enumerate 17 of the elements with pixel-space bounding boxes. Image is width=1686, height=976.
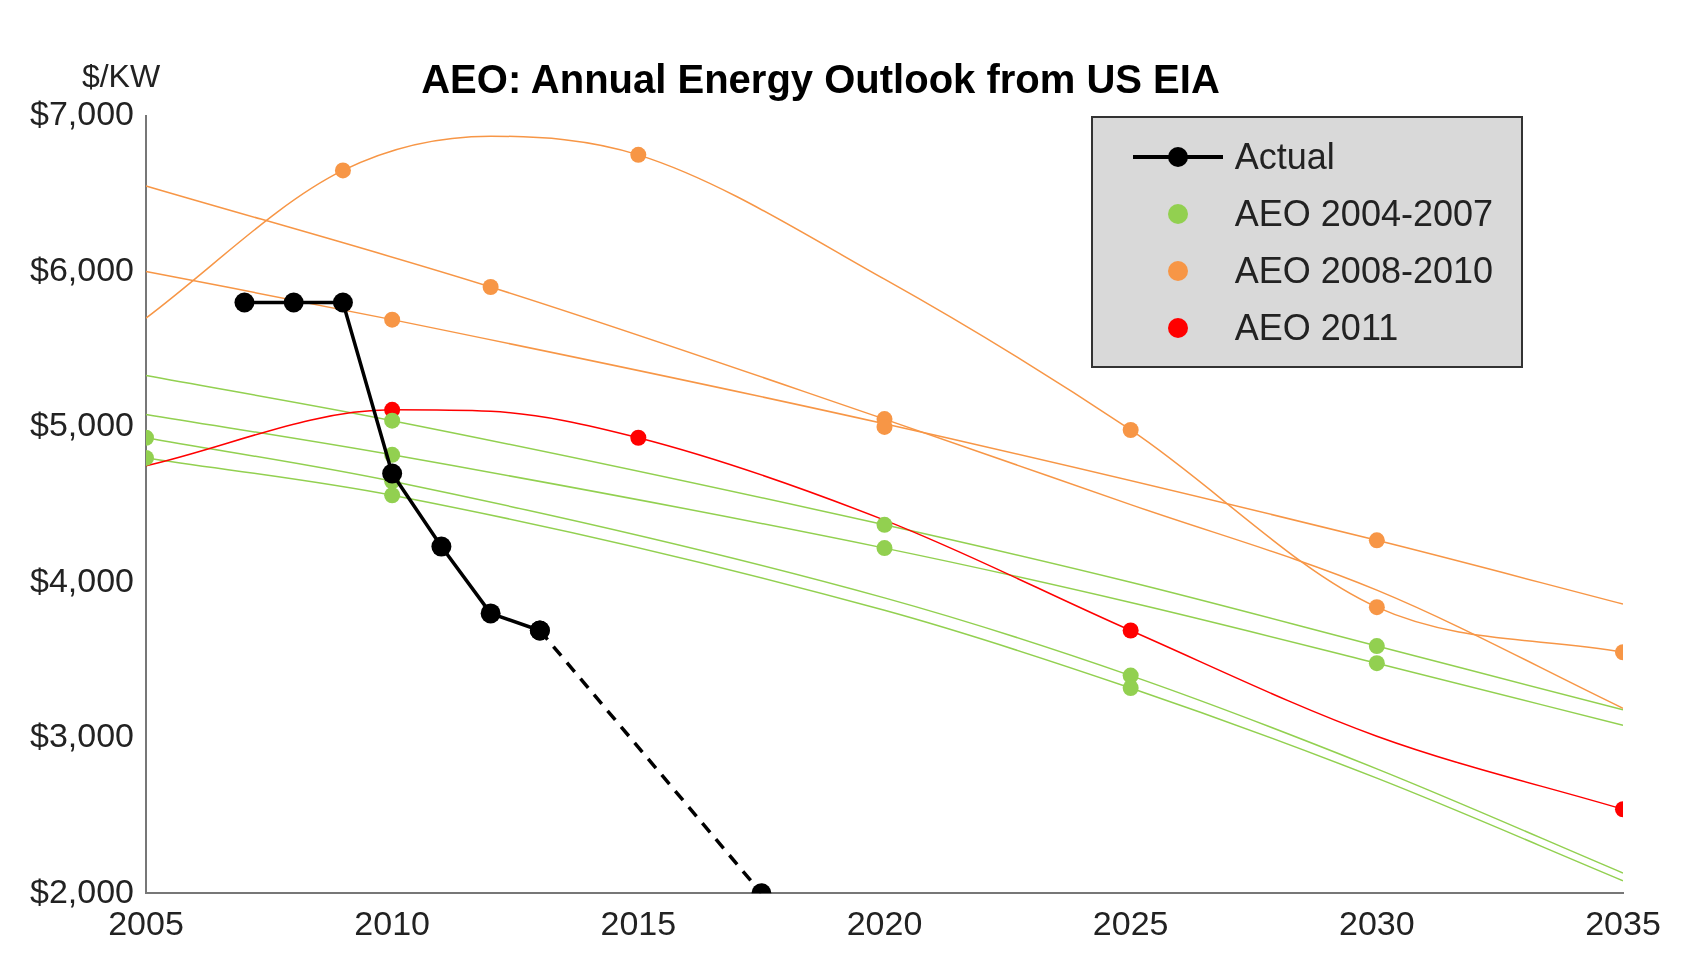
x-tick-label: 2015: [600, 903, 677, 942]
x-tick-label: 2010: [354, 903, 430, 942]
legend-label: AEO 2004-2007: [1234, 192, 1493, 235]
chart-title: AEO: Annual Energy Outlook from US EIA: [421, 57, 1220, 102]
y-tick-label: $4,000: [29, 560, 134, 599]
y-tick-label: $3,000: [29, 716, 134, 755]
x-tick-label: 2020: [846, 903, 923, 942]
x-tick-label: 2035: [1585, 903, 1661, 942]
legend-label: AEO 2008-2010: [1234, 249, 1493, 292]
legend-label: AEO 2011: [1234, 306, 1399, 349]
y-tick-label: $7,000: [29, 94, 134, 133]
legend-label: Actual: [1234, 135, 1335, 178]
x-tick-label: 2025: [1092, 903, 1169, 942]
y-tick-label: $5,000: [29, 405, 134, 444]
y-axis-title: $/KW: [81, 57, 161, 94]
y-tick-label: $6,000: [29, 249, 134, 288]
x-tick-label: 2030: [1339, 903, 1415, 942]
